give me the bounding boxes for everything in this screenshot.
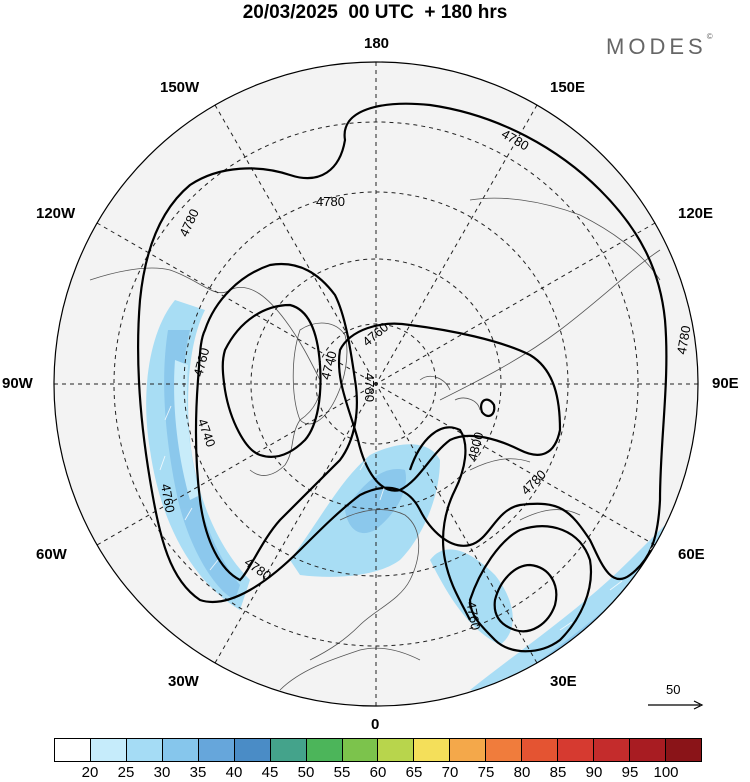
- contour-label: 4740: [318, 349, 340, 381]
- north-america-coast: [89, 267, 321, 476]
- lon-label-150w: 150W: [160, 79, 200, 96]
- arctic-islands: [419, 376, 481, 411]
- lon-label-30w: 30W: [168, 673, 199, 690]
- colorbar-swatch: [630, 739, 666, 761]
- colorbar-swatch: [414, 739, 451, 761]
- contour-label: 4780: [674, 324, 694, 355]
- greenland-coast: [292, 322, 348, 425]
- contour-4760-center: [337, 322, 562, 492]
- colorbar: [54, 738, 702, 762]
- contour-label: 4780: [362, 373, 377, 402]
- central-asia: [469, 458, 581, 521]
- lon-label-120e: 120E: [678, 205, 714, 222]
- colorbar-tick-label: 75: [477, 764, 495, 781]
- colorbar-swatch: [198, 739, 235, 761]
- colorbar-swatch: [486, 739, 523, 761]
- colorbar-tick-label: 50: [297, 764, 315, 781]
- lon-label-30e: 30E: [550, 673, 577, 690]
- colorbar-ticks: 20 25 30 35 40 45 50 55 60 65 70 75 80 85 90 95 100: [54, 764, 702, 782]
- contour-4760-west: [194, 262, 358, 582]
- asia-coast: [439, 197, 661, 401]
- lon-label-120w: 120W: [36, 205, 76, 222]
- africa-coast: [279, 647, 421, 691]
- colorbar-tick-label: 45: [261, 764, 279, 781]
- lon-label-60w: 60W: [36, 546, 67, 563]
- contour-label: 4760: [463, 600, 483, 631]
- height-contours: [136, 102, 668, 653]
- contour-4780-east: [468, 525, 593, 653]
- colorbar-tick-label: 40: [225, 764, 243, 781]
- map-title: 20/03/2025 00 UTC + 180 hrs: [242, 2, 508, 23]
- contour-4740: [221, 303, 322, 458]
- colorbar-swatch: [450, 739, 487, 761]
- colorbar-swatch: [90, 739, 127, 761]
- lon-label-0: 0: [371, 716, 380, 733]
- colorbar-swatch: [55, 739, 91, 761]
- colorbar-swatch: [162, 739, 199, 761]
- colorbar-tick-label: 95: [621, 764, 639, 781]
- colorbar-swatch: [234, 739, 271, 761]
- colorbar-tick-label: 100: [653, 764, 679, 781]
- colorbar-swatch: [378, 739, 415, 761]
- colorbar-tick-label: 35: [189, 764, 207, 781]
- colorbar-tick-label: 55: [333, 764, 351, 781]
- colorbar-swatch: [522, 739, 559, 761]
- lon-label-150e: 150E: [550, 79, 586, 96]
- jet-atlantic-core: [345, 469, 406, 534]
- contour-label: 4760: [190, 346, 212, 378]
- map-boundary: [53, 61, 699, 707]
- europe-coast: [309, 509, 420, 661]
- colorbar-swatch: [558, 739, 595, 761]
- colorbar-swatch: [594, 739, 630, 761]
- contour-label: 4800: [465, 430, 487, 462]
- colorbar-swatch: [665, 739, 701, 761]
- contour-outer: [136, 102, 668, 603]
- graticule: [54, 62, 698, 706]
- contour-ridge: [408, 426, 471, 621]
- colorbar-tick-label: 25: [117, 764, 135, 781]
- modes-logo: MODES©: [606, 32, 713, 60]
- colorbar-swatch: [306, 739, 343, 761]
- lon-label-60e: 60E: [678, 546, 705, 563]
- colorbar-tick-label: 65: [405, 764, 423, 781]
- colorbar-tick-label: 85: [549, 764, 567, 781]
- contour-4760-east: [493, 563, 558, 633]
- jet-asia: [470, 480, 698, 700]
- contour-label: 4760: [158, 483, 178, 514]
- brand-text: MODES: [606, 34, 707, 59]
- coastlines: [89, 197, 661, 691]
- colorbar-tick-label: 90: [585, 764, 603, 781]
- colorbar-swatch: [126, 739, 163, 761]
- jet-west-inner: [174, 360, 200, 500]
- colorbar-tick-label: 20: [81, 764, 99, 781]
- vector-reference: 50: [646, 682, 706, 712]
- lon-label-180: 180: [364, 35, 390, 52]
- colorbar-tick-label: 30: [153, 764, 171, 781]
- lon-label-90e: 90E: [712, 375, 739, 392]
- contour-small-loop: [480, 398, 496, 418]
- colorbar-tick-label: 80: [513, 764, 531, 781]
- copyright-mark: ©: [706, 32, 713, 41]
- colorbar-swatch: [270, 739, 307, 761]
- vector-reference-value: 50: [666, 682, 681, 697]
- colorbar-tick-label: 60: [369, 764, 387, 781]
- colorbar-swatch: [342, 739, 379, 761]
- colorbar-tick-label: 70: [441, 764, 459, 781]
- reference-arrow-icon: [648, 700, 704, 710]
- lon-label-90w: 90W: [2, 375, 33, 392]
- contour-label: 4780: [316, 194, 345, 209]
